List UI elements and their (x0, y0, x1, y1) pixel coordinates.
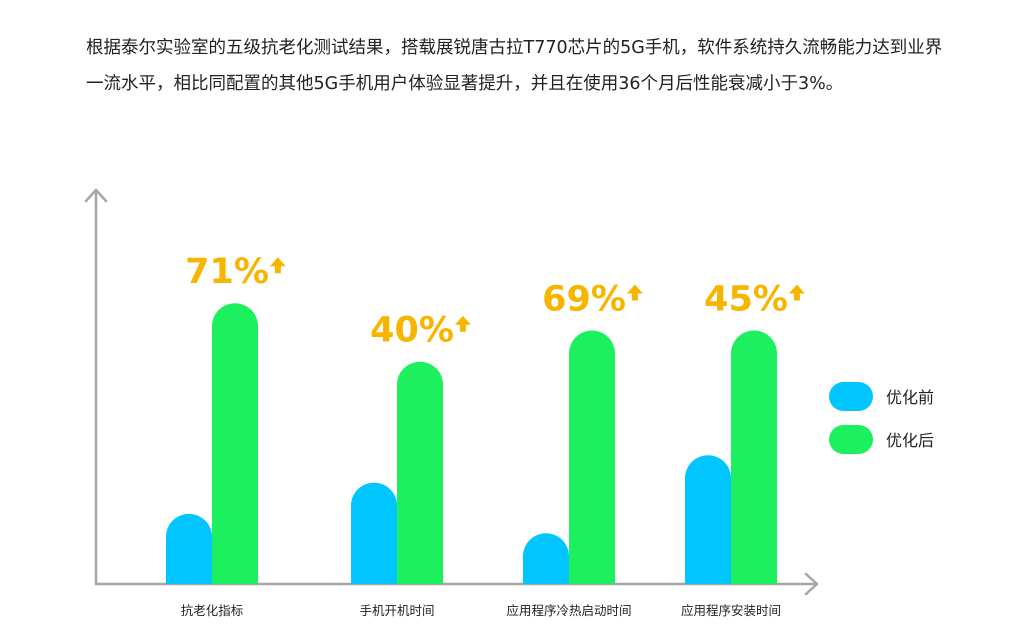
bar-before-2 (523, 533, 569, 584)
improvement-label-3: 45% (704, 280, 788, 320)
improvement-label-0: 71% (185, 252, 269, 292)
bar-after-3 (731, 330, 777, 584)
bar-after-0 (212, 303, 258, 584)
legend-item-before: 优化前 (829, 382, 934, 411)
bars-group (166, 303, 777, 584)
category-label-1: 手机开机时间 (359, 603, 434, 618)
x-axis-arrow-icon (804, 572, 819, 596)
arrow-up-icon-0 (269, 257, 286, 274)
arrow-up-icon-2 (626, 284, 643, 301)
category-label-2: 应用程序冷热启动时间 (506, 603, 631, 618)
arrow-up-icon-1 (454, 315, 471, 332)
bar-after-2 (569, 330, 615, 584)
legend-item-after: 优化后 (829, 425, 934, 454)
bar-before-1 (351, 482, 397, 584)
bar-before-0 (166, 513, 212, 584)
category-labels: 抗老化指标 手机开机时间 应用程序冷热启动时间 应用程序安装时间 (181, 603, 781, 618)
improvement-label-2: 69% (542, 280, 626, 320)
legend-swatch-before (829, 382, 873, 411)
legend-label-after: 优化后 (886, 431, 934, 450)
bar-after-1 (397, 361, 443, 584)
category-label-3: 应用程序安装时间 (681, 603, 781, 618)
intro-paragraph: 根据泰尔实验室的五级抗老化测试结果，搭载展锐唐古拉T770芯片的5G手机，软件系… (86, 38, 943, 94)
category-label-0: 抗老化指标 (181, 603, 244, 618)
improvement-label-1: 40% (370, 311, 454, 351)
annotations-group: 71% 40% 69% 45% (185, 252, 805, 351)
y-axis-arrow-icon (84, 188, 108, 203)
bar-before-3 (685, 455, 731, 584)
legend: 优化前 优化后 (829, 382, 934, 454)
legend-swatch-after (829, 425, 873, 454)
arrow-up-icon-3 (788, 284, 805, 301)
legend-label-before: 优化前 (886, 388, 934, 407)
